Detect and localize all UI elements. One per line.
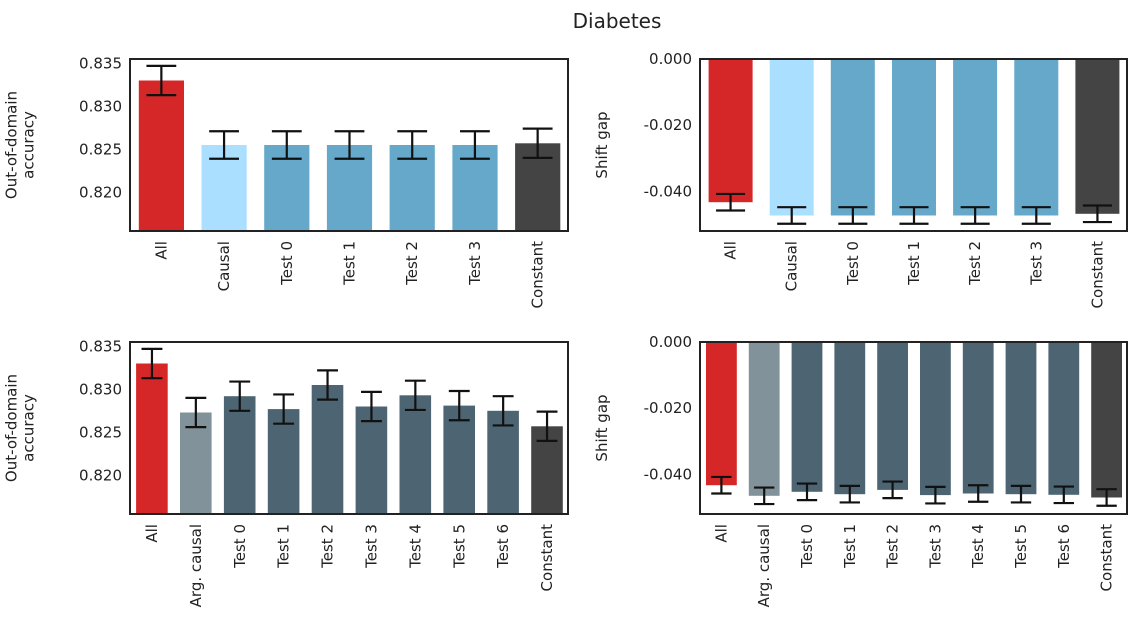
bar-constant bbox=[1075, 59, 1120, 214]
bar-test-2 bbox=[877, 342, 908, 490]
bar-test-5 bbox=[443, 405, 475, 514]
bar-all bbox=[138, 80, 184, 231]
y-tick-label: 0.000 bbox=[649, 333, 692, 351]
x-tick-label: All bbox=[143, 524, 161, 543]
x-tick-label: Test 6 bbox=[1055, 524, 1073, 569]
y-tick-label: -0.040 bbox=[644, 182, 692, 200]
axes-frame bbox=[699, 58, 1128, 232]
x-tick-label: Test 5 bbox=[1012, 524, 1030, 569]
x-tick-label: Test 1 bbox=[275, 524, 293, 569]
x-tick-label: Test 1 bbox=[905, 241, 923, 286]
x-tick-label: Test 0 bbox=[844, 241, 862, 286]
bar-all bbox=[706, 342, 737, 486]
x-tick-label: Test 4 bbox=[969, 524, 987, 569]
y-tick-label: 0.830 bbox=[79, 380, 122, 398]
y-axis-label: Out-of-domain bbox=[3, 91, 21, 199]
bar-constant bbox=[1091, 342, 1122, 498]
y-axis-label: Shift gap bbox=[593, 111, 611, 178]
bar-arg-causal bbox=[180, 412, 212, 514]
bar-all bbox=[708, 59, 753, 203]
axes-frame bbox=[699, 341, 1128, 515]
figure-title: Diabetes bbox=[573, 9, 662, 33]
bar-arg-causal bbox=[748, 342, 780, 496]
x-tick-label: Causal bbox=[215, 241, 233, 291]
x-tick-label: Test 0 bbox=[278, 241, 296, 286]
x-tick-label: Test 2 bbox=[403, 241, 421, 286]
y-tick-label: 0.825 bbox=[79, 140, 122, 158]
x-tick-label: Test 3 bbox=[926, 524, 944, 569]
x-tick-label: Test 0 bbox=[231, 524, 249, 569]
y-tick-label: 0.835 bbox=[79, 54, 122, 72]
bar-test-3 bbox=[920, 342, 951, 496]
chart-panel-4: 0.000 -0.020 -0.040 All Arg. causal Test 0 Tes… bbox=[593, 333, 1128, 607]
bar-test-1 bbox=[834, 342, 866, 495]
y-tick-label: 0.000 bbox=[649, 50, 692, 68]
chart-panel-2: 0.000 -0.020 -0.040 All Causal Test 0 Test 1 Te… bbox=[593, 50, 1128, 309]
chart-panel-3: 0.835 0.830 0.825 0.820 All Arg. causal Test 0… bbox=[3, 337, 569, 607]
x-tick-label: Test 6 bbox=[494, 524, 512, 569]
x-tick-label: Test 2 bbox=[966, 241, 984, 286]
bar-test-5 bbox=[1005, 342, 1037, 495]
bar-test-1 bbox=[267, 409, 300, 514]
y-axis-label: Shift gap bbox=[593, 394, 611, 461]
y-tick-label: -0.040 bbox=[644, 465, 692, 483]
axes-frame bbox=[129, 58, 569, 232]
x-tick-label: Arg. causal bbox=[187, 524, 205, 607]
y-tick-label: 0.820 bbox=[79, 183, 122, 201]
y-tick-label: 0.835 bbox=[79, 337, 122, 355]
x-tick-label: Test 3 bbox=[1027, 241, 1045, 286]
x-tick-label: Constant bbox=[1088, 241, 1106, 309]
y-axis-label: Out-of-domain bbox=[3, 374, 21, 482]
x-tick-label: Test 2 bbox=[319, 524, 337, 569]
x-tick-label: Test 0 bbox=[798, 524, 816, 569]
bar-test-0 bbox=[830, 59, 875, 216]
bar-test-4 bbox=[399, 395, 432, 514]
bar-test-3 bbox=[1014, 59, 1059, 216]
x-tick-label: Test 1 bbox=[841, 524, 859, 569]
bar-all bbox=[136, 363, 168, 514]
x-tick-label: Test 3 bbox=[362, 524, 380, 569]
y-tick-label: -0.020 bbox=[644, 399, 692, 417]
x-tick-label: All bbox=[722, 241, 740, 260]
y-axis-label: accuracy bbox=[20, 394, 38, 462]
x-tick-label: Constant bbox=[1098, 524, 1116, 592]
bar-test-4 bbox=[962, 342, 994, 494]
bar-test-2 bbox=[953, 59, 998, 216]
chart-panel-1: 0.835 0.830 0.825 0.820 All Causal Test 0 Test … bbox=[3, 54, 569, 308]
x-tick-label: All bbox=[152, 241, 170, 260]
y-axis-label: accuracy bbox=[20, 111, 38, 179]
x-tick-label: Test 4 bbox=[406, 524, 424, 569]
x-tick-label: Test 1 bbox=[341, 241, 359, 286]
y-tick-label: 0.820 bbox=[79, 466, 122, 484]
x-tick-label: Arg. causal bbox=[755, 524, 773, 607]
axes-frame bbox=[129, 341, 569, 515]
bar-test-0 bbox=[223, 396, 256, 514]
x-tick-label: Constant bbox=[538, 524, 556, 592]
x-tick-label: Causal bbox=[783, 241, 801, 291]
x-tick-label: All bbox=[712, 524, 730, 543]
y-tick-label: 0.830 bbox=[79, 97, 122, 115]
bar-causal bbox=[769, 59, 814, 216]
x-tick-label: Test 5 bbox=[450, 524, 468, 569]
bar-test-3 bbox=[355, 406, 388, 514]
bar-test-1 bbox=[892, 59, 936, 216]
bar-test-6 bbox=[487, 410, 519, 514]
bar-test-6 bbox=[1048, 342, 1080, 495]
bar-test-2 bbox=[311, 385, 344, 514]
bar-test-0 bbox=[791, 342, 823, 492]
x-tick-label: Test 2 bbox=[884, 524, 902, 569]
y-tick-label: -0.020 bbox=[644, 116, 692, 134]
y-tick-label: 0.825 bbox=[79, 423, 122, 441]
x-tick-label: Constant bbox=[529, 241, 547, 309]
x-tick-label: Test 3 bbox=[466, 241, 484, 286]
